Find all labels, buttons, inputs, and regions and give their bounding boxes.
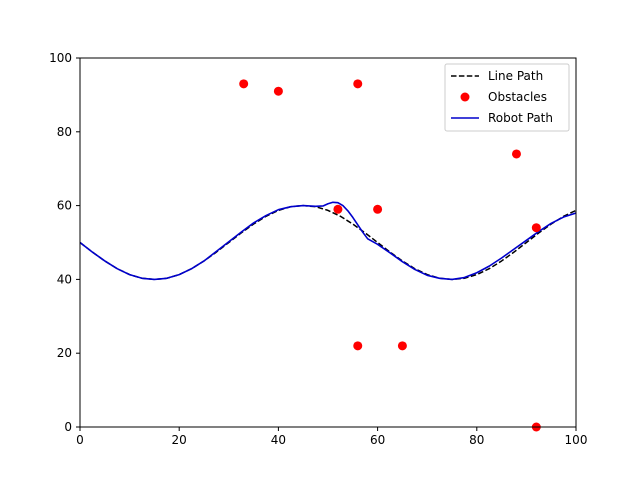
obstacle-point [373,204,383,214]
obstacle-point [531,223,541,233]
x-tick-label: 80 [469,433,484,447]
x-tick-label: 100 [565,433,588,447]
x-tick-label: 40 [271,433,286,447]
legend-label: Line Path [488,69,543,83]
y-tick-label: 100 [49,51,72,65]
series-line-line-path [80,204,576,281]
plot-frame [79,57,577,428]
legend-label: Obstacles [488,90,547,104]
legend-box [444,63,570,132]
y-tick-label: 80 [57,125,72,139]
obstacle-point [511,149,521,159]
obstacle-point [273,86,283,96]
obstacle-point [353,341,363,351]
y-tick-label: 20 [57,346,72,360]
series-line-robot-path [80,201,576,281]
obstacle-point [353,79,363,89]
y-tick-label: 0 [64,420,72,434]
x-tick-label: 60 [370,433,385,447]
y-tick-label: 60 [57,199,72,213]
legend-label: Robot Path [488,111,553,125]
legend-swatch-obstacles [460,92,470,102]
obstacle-point [397,341,407,351]
obstacle-point [239,79,249,89]
y-tick-label: 40 [57,272,72,286]
x-tick-label: 0 [76,433,84,447]
x-tick-label: 20 [172,433,187,447]
obstacle-point [333,204,343,214]
